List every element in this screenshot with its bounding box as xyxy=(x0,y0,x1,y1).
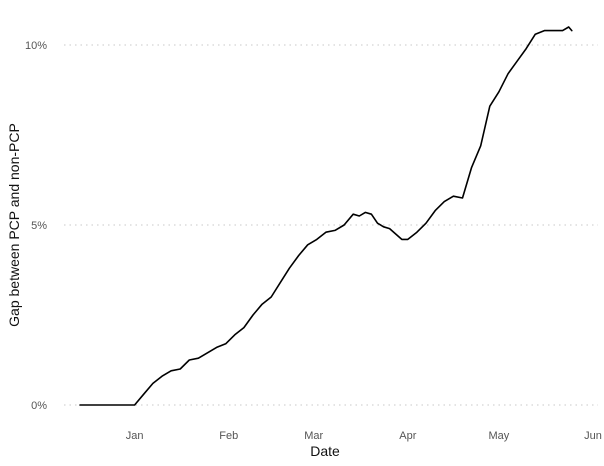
y-tick-label: 5% xyxy=(31,220,47,232)
x-tick-label: Feb xyxy=(219,430,238,442)
y-axis-ticks: 0% 5% 10% xyxy=(25,40,47,412)
x-axis-title: Date xyxy=(310,443,340,459)
y-axis-title: Gap between PCP and non-PCP xyxy=(6,123,22,327)
series-layer xyxy=(79,26,573,406)
series-line xyxy=(79,26,573,406)
x-tick-label: Jan xyxy=(126,430,144,442)
gridlines xyxy=(64,44,598,406)
y-tick-label: 0% xyxy=(31,400,47,412)
x-axis-ticks: Jan Feb Mar Apr May Jun xyxy=(126,430,602,442)
x-tick-label: Jun xyxy=(584,430,602,442)
x-tick-label: Mar xyxy=(304,430,323,442)
y-tick-label: 10% xyxy=(25,40,47,52)
x-tick-label: May xyxy=(489,430,510,442)
x-tick-label: Apr xyxy=(399,430,416,442)
